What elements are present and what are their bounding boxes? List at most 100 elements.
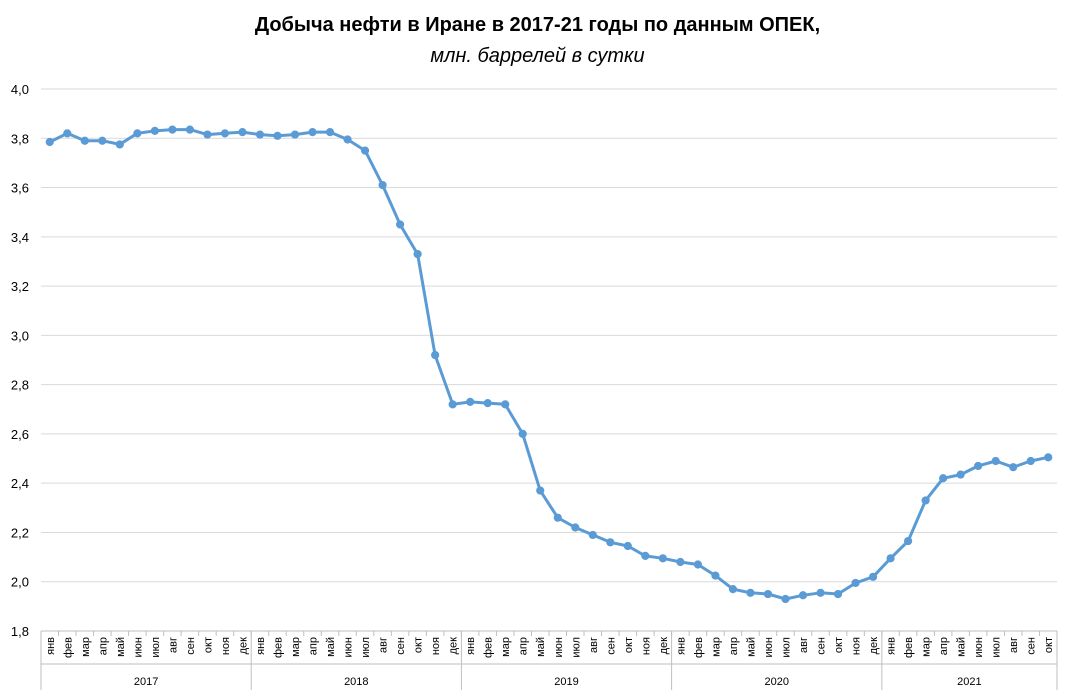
x-month-label: окт xyxy=(833,637,845,653)
data-point xyxy=(325,128,335,137)
x-month-label: авг xyxy=(588,637,600,653)
x-month-label: ноя xyxy=(430,637,442,655)
x-month-label: янв xyxy=(255,637,267,655)
data-point xyxy=(378,180,387,190)
x-month-label: фев xyxy=(483,637,495,658)
x-month-label: сен xyxy=(185,637,197,655)
chart-subtitle: млн. баррелей в сутки xyxy=(430,45,645,67)
x-month-label: авг xyxy=(798,637,810,653)
data-point xyxy=(1044,453,1053,462)
x-month-label: янв xyxy=(45,637,57,655)
x-month-label: май xyxy=(115,637,127,657)
x-month-label: ноя xyxy=(851,637,863,655)
x-month-label: дек xyxy=(448,637,460,655)
data-point xyxy=(868,572,878,581)
data-point xyxy=(921,496,930,505)
chart-title: Добыча нефти в Иране в 2017-21 годы по д… xyxy=(254,14,821,36)
x-month-label: дек xyxy=(237,637,249,655)
x-year-label: 2017 xyxy=(134,676,158,688)
x-month-label: май xyxy=(325,637,337,657)
x-month-label: сен xyxy=(395,637,407,655)
data-point xyxy=(185,125,194,134)
data-point xyxy=(606,538,615,547)
data-point xyxy=(974,461,983,471)
x-month-label: фев xyxy=(903,637,915,658)
data-point xyxy=(1026,456,1035,466)
x-month-label: июн xyxy=(973,637,985,657)
data-point xyxy=(45,137,54,147)
x-month-label: дек xyxy=(868,637,880,655)
data-point xyxy=(396,220,405,229)
data-point xyxy=(168,125,177,134)
y-tick-label: 2,6 xyxy=(11,427,29,442)
data-point xyxy=(238,128,247,137)
data-point xyxy=(290,130,300,139)
series-line xyxy=(49,128,1049,601)
data-point xyxy=(623,541,632,551)
y-tick-label: 1,8 xyxy=(11,624,29,639)
data-point xyxy=(746,588,755,597)
data-point xyxy=(571,523,580,532)
y-tick-label: 2,4 xyxy=(11,476,29,491)
x-month-label: янв xyxy=(675,637,687,655)
data-point xyxy=(273,131,282,140)
data-point xyxy=(466,397,475,406)
x-month-label: мар xyxy=(500,637,512,657)
x-month-label: сен xyxy=(605,637,617,655)
x-month-label: май xyxy=(956,637,968,657)
data-point xyxy=(641,551,650,560)
data-point xyxy=(676,557,685,567)
data-point xyxy=(851,578,860,588)
x-month-label: май xyxy=(535,637,547,657)
data-point xyxy=(798,591,808,600)
x-month-label: авг xyxy=(378,637,390,653)
data-point xyxy=(763,589,773,599)
x-month-label: янв xyxy=(886,637,898,655)
data-point xyxy=(98,136,107,145)
data-point xyxy=(553,513,562,522)
data-point xyxy=(816,588,825,597)
data-point xyxy=(431,350,440,360)
data-point xyxy=(886,554,895,563)
x-month-label: фев xyxy=(62,637,74,658)
x-month-label: июл xyxy=(150,637,162,658)
x-month-label: июл xyxy=(360,637,372,658)
data-point xyxy=(711,571,720,580)
data-point xyxy=(518,429,527,439)
x-month-label: июн xyxy=(343,637,355,657)
x-month-label: июл xyxy=(570,637,582,658)
data-point xyxy=(1009,463,1018,472)
x-month-label: апр xyxy=(938,637,950,655)
x-year-label: 2018 xyxy=(344,676,368,688)
x-month-label: окт xyxy=(623,637,635,653)
y-tick-label: 3,8 xyxy=(11,131,29,146)
x-month-label: мар xyxy=(80,637,92,657)
data-point xyxy=(991,456,1000,466)
y-tick-label: 2,2 xyxy=(11,525,29,540)
x-month-label: фев xyxy=(272,637,284,658)
y-tick-label: 2,8 xyxy=(11,378,29,393)
data-point xyxy=(501,400,510,409)
x-month-label: авг xyxy=(1008,637,1020,653)
x-month-label: сен xyxy=(1026,637,1038,655)
data-point xyxy=(956,470,965,479)
x-month-label: авг xyxy=(167,637,179,653)
x-month-label: окт xyxy=(202,637,214,653)
x-year-label: 2021 xyxy=(957,676,981,688)
data-point xyxy=(308,128,317,137)
y-tick-label: 3,2 xyxy=(11,279,29,294)
data-point xyxy=(536,486,545,495)
x-month-label: апр xyxy=(728,637,740,655)
x-month-label: июл xyxy=(780,637,792,658)
data-point xyxy=(360,146,370,155)
x-month-label: апр xyxy=(518,637,530,655)
x-month-label: янв xyxy=(465,637,477,655)
data-point xyxy=(728,585,738,594)
x-month-label: июл xyxy=(991,637,1003,658)
x-month-label: фев xyxy=(693,637,705,658)
data-point xyxy=(448,400,457,409)
x-month-label: июн xyxy=(132,637,144,657)
x-month-label: мар xyxy=(921,637,933,657)
x-month-label: сен xyxy=(816,637,828,655)
